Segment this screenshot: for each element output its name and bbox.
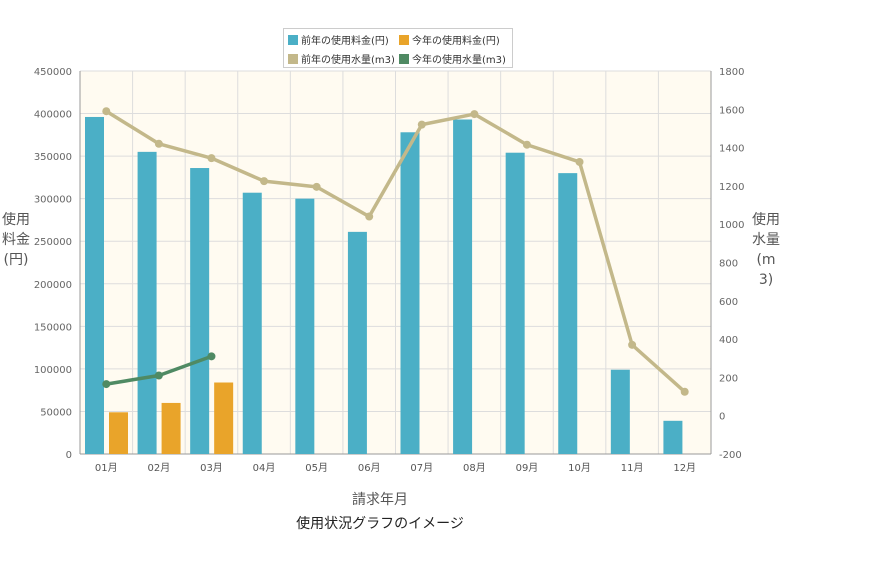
bar bbox=[161, 402, 181, 454]
bar bbox=[214, 382, 234, 454]
bar bbox=[347, 231, 367, 454]
x-tick-label: 07月 bbox=[410, 462, 433, 474]
data-point bbox=[365, 212, 374, 221]
data-point bbox=[260, 177, 269, 186]
x-axis-label: 請求年月 bbox=[352, 492, 408, 508]
y-tick-label-right: 400 bbox=[719, 335, 738, 346]
legend-swatch-prev-water bbox=[288, 53, 298, 64]
legend-item-prev-water: 前年の使用水量(m3) bbox=[288, 51, 395, 66]
bar bbox=[85, 116, 104, 455]
data-point bbox=[680, 387, 689, 396]
y-tick-label-right: 1000 bbox=[719, 220, 744, 231]
y-tick-label-left: 300000 bbox=[34, 195, 72, 206]
bar bbox=[400, 132, 420, 454]
legend-swatch-this-water bbox=[399, 53, 409, 64]
data-point bbox=[312, 182, 321, 191]
bar bbox=[610, 369, 630, 454]
bar bbox=[558, 173, 578, 454]
x-tick-label: 03月 bbox=[200, 462, 223, 474]
legend-item-this-water: 今年の使用水量(m3) bbox=[399, 51, 506, 66]
y-tick-label-right: 1800 bbox=[719, 67, 744, 78]
x-tick-label: 05月 bbox=[305, 462, 328, 474]
bar bbox=[295, 198, 315, 454]
y-tick-label-left: 350000 bbox=[34, 152, 72, 163]
legend-label-this-fee: 今年の使用料金(円) bbox=[412, 36, 500, 47]
data-point bbox=[102, 107, 111, 116]
x-tick-label: 06月 bbox=[358, 462, 381, 474]
x-tick-label: 02月 bbox=[148, 462, 171, 474]
bar bbox=[505, 152, 525, 454]
y-tick-label-right: 1600 bbox=[719, 105, 744, 116]
y-tick-label-right: 600 bbox=[719, 297, 738, 308]
bar bbox=[242, 192, 262, 454]
y-tick-label-left: 200000 bbox=[34, 280, 72, 291]
y-tick-label-right: -200 bbox=[719, 450, 742, 461]
data-point bbox=[154, 139, 163, 148]
legend-swatch-prev-fee bbox=[288, 34, 298, 45]
y-tick-label-left: 400000 bbox=[34, 110, 72, 121]
y-tick-label-left: 150000 bbox=[34, 322, 72, 333]
y-axis-label-right: 使用水量(m3) bbox=[752, 212, 780, 288]
y-tick-label-right: 0 bbox=[719, 412, 725, 423]
data-point bbox=[102, 380, 111, 389]
x-tick-label: 10月 bbox=[568, 462, 591, 474]
data-point bbox=[575, 157, 584, 166]
x-tick-label: 09月 bbox=[516, 462, 539, 474]
bar bbox=[137, 151, 157, 454]
y-tick-label-left: 250000 bbox=[34, 237, 72, 248]
y-tick-label-right: 1200 bbox=[719, 182, 744, 193]
data-point bbox=[628, 340, 637, 349]
y-tick-label-left: 0 bbox=[66, 450, 72, 461]
bar bbox=[453, 119, 473, 454]
legend-item-this-fee: 今年の使用料金(円) bbox=[399, 32, 500, 47]
legend-label-prev-water: 前年の使用水量(m3) bbox=[301, 55, 395, 66]
x-tick-label: 01月 bbox=[95, 462, 118, 474]
legend-swatch-this-fee bbox=[399, 34, 409, 45]
y-tick-label-left: 50000 bbox=[40, 407, 72, 418]
y-tick-label-right: 800 bbox=[719, 259, 738, 270]
data-point bbox=[417, 120, 426, 129]
x-tick-label: 08月 bbox=[463, 462, 486, 474]
y-tick-label-right: 1400 bbox=[719, 144, 744, 155]
series-line bbox=[105, 109, 686, 394]
legend-label-this-water: 今年の使用水量(m3) bbox=[412, 55, 506, 66]
data-point bbox=[522, 140, 531, 149]
y-axis-label-left: 使用料金(円) bbox=[2, 212, 30, 268]
chart-caption: 使用状況グラフのイメージ bbox=[296, 516, 464, 532]
y-tick-label-left: 100000 bbox=[34, 365, 72, 376]
legend: 前年の使用料金(円) 今年の使用料金(円) 前年の使用水量(m3) 今年の使用水… bbox=[283, 28, 513, 68]
data-point bbox=[154, 371, 163, 380]
bar bbox=[109, 412, 128, 454]
legend-item-prev-fee: 前年の使用料金(円) bbox=[288, 32, 389, 47]
bar bbox=[190, 168, 210, 454]
data-point bbox=[207, 154, 216, 163]
x-tick-label: 12月 bbox=[673, 462, 696, 474]
x-tick-label: 04月 bbox=[253, 462, 276, 474]
data-point bbox=[207, 352, 216, 361]
y-tick-label-right: 200 bbox=[719, 373, 738, 384]
bar bbox=[663, 420, 683, 454]
y-tick-label-left: 450000 bbox=[34, 67, 72, 78]
data-point bbox=[470, 110, 479, 119]
x-tick-label: 11月 bbox=[621, 462, 644, 474]
legend-label-prev-fee: 前年の使用料金(円) bbox=[301, 36, 389, 47]
